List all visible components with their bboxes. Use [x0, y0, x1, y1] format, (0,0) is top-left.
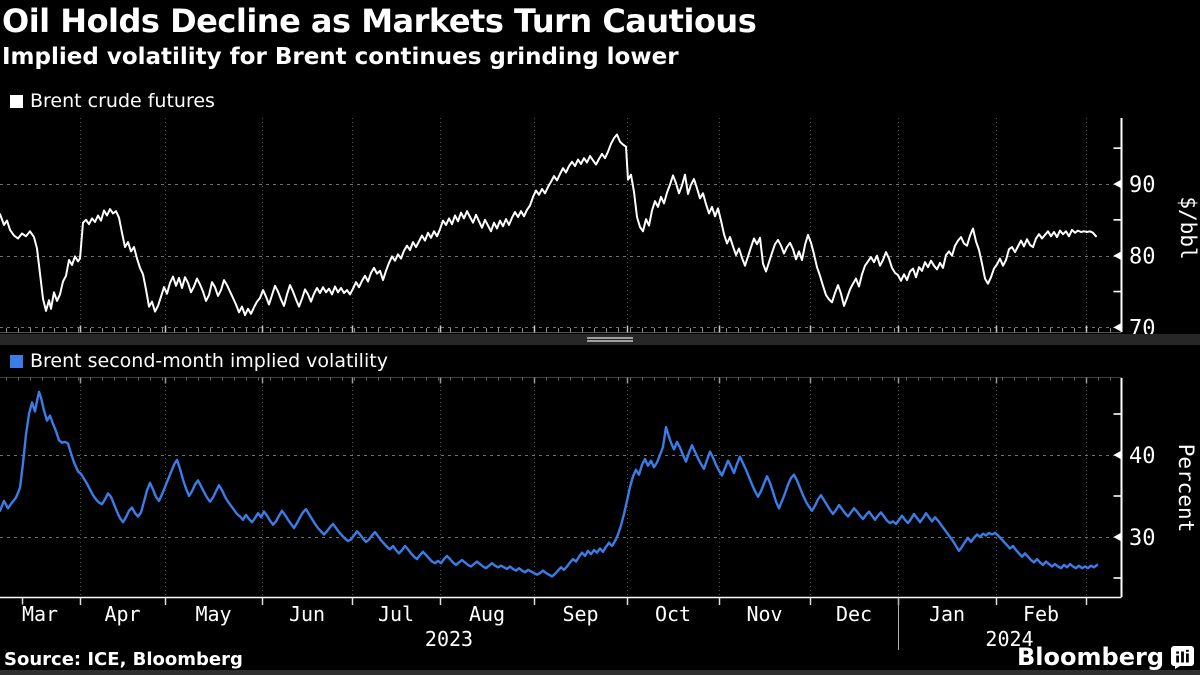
- y-tick-label: 80: [1129, 245, 1156, 270]
- x-tick-label: Apr: [104, 602, 140, 626]
- y-axis-title: Percent: [1174, 444, 1198, 533]
- panel-divider: [0, 334, 1200, 345]
- y-tick-arrow-icon: [1113, 532, 1122, 542]
- y-tick-arrow-icon: [1113, 179, 1122, 189]
- bloomberg-logo: Bloomberg: [1017, 643, 1194, 671]
- x-tick-label: Jun: [289, 602, 325, 626]
- legend-implied-volatility: Brent second-month implied volatility: [10, 350, 388, 372]
- divider-grip-handle[interactable]: [587, 337, 633, 342]
- legend-swatch-white-icon: [10, 94, 23, 108]
- year-label: 2024: [985, 627, 1033, 651]
- y-tick-arrow-icon: [1113, 322, 1122, 332]
- y-tick-label: 30: [1129, 526, 1156, 551]
- horizontal-scrollbar[interactable]: [0, 670, 1200, 675]
- page-subtitle: Implied volatility for Brent continues g…: [2, 44, 679, 70]
- implied-vol-series-line: [0, 390, 1099, 578]
- brent-futures-series-line: [0, 133, 1097, 317]
- bloomberg-bug-icon: [1171, 645, 1194, 669]
- x-tick-label: Aug: [469, 602, 505, 626]
- legend-brent-futures: Brent crude futures: [10, 90, 215, 112]
- x-tick-label: Dec: [836, 602, 872, 626]
- y-tick-arrow-icon: [1113, 251, 1122, 261]
- y-tick-label: 90: [1129, 173, 1156, 198]
- y-tick-label: 40: [1129, 444, 1156, 469]
- x-tick-label: May: [195, 602, 231, 626]
- x-tick-label: Mar: [22, 602, 58, 626]
- legend-swatch-blue-icon: [10, 354, 23, 368]
- y-tick-arrow-icon: [1113, 450, 1122, 460]
- x-tick-label: Oct: [655, 602, 691, 626]
- y-axis-title: $/bbl: [1176, 196, 1200, 259]
- x-tick-label: Feb: [1023, 602, 1059, 626]
- source-credit: Source: ICE, Bloomberg: [4, 649, 243, 670]
- year-label: 2023: [425, 627, 473, 651]
- x-tick-label: Jan: [929, 602, 965, 626]
- legend-label: Brent crude futures: [30, 90, 215, 112]
- legend-label: Brent second-month implied volatility: [30, 350, 388, 372]
- bloomberg-wordmark: Bloomberg: [1017, 643, 1164, 671]
- page-title: Oil Holds Decline as Markets Turn Cautio…: [2, 2, 757, 40]
- x-tick-label: Nov: [746, 602, 782, 626]
- x-tick-label: Jul: [378, 602, 414, 626]
- x-tick-label: Sep: [562, 602, 598, 626]
